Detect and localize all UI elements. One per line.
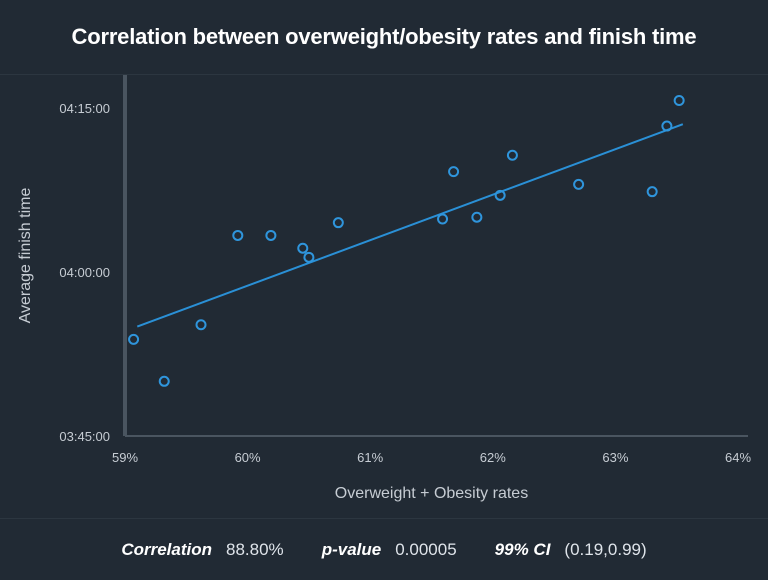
chart-title: Correlation between overweight/obesity r… bbox=[71, 24, 697, 49]
data-point bbox=[303, 251, 315, 263]
stats-bar: Correlation 88.80% p-value 0.00005 99% C… bbox=[0, 518, 768, 580]
x-tick-label: 64% bbox=[725, 450, 751, 465]
data-point bbox=[646, 186, 658, 198]
y-tick-label: 04:00:00 bbox=[59, 265, 110, 280]
stat-label: p-value bbox=[321, 539, 382, 559]
data-point bbox=[158, 375, 170, 387]
chart-area: 03:45:00 04:00:00 04:15:00 59% 60% 61% 62% 63%… bbox=[0, 75, 768, 518]
data-point bbox=[661, 120, 673, 132]
x-tick-label: 59% bbox=[112, 450, 138, 465]
data-points bbox=[128, 95, 685, 387]
data-point bbox=[448, 166, 460, 178]
data-point bbox=[332, 217, 344, 229]
x-tick-label: 62% bbox=[480, 450, 506, 465]
x-axis-ticks: 59% 60% 61% 62% 63% 64% bbox=[112, 450, 751, 465]
y-tick-label: 03:45:00 bbox=[59, 429, 110, 444]
data-point bbox=[297, 242, 309, 254]
x-tick-label: 61% bbox=[357, 450, 383, 465]
title-bar: Correlation between overweight/obesity r… bbox=[0, 0, 768, 75]
data-point bbox=[573, 178, 585, 190]
y-axis-label: Average finish time bbox=[17, 188, 34, 324]
data-point bbox=[128, 333, 140, 345]
data-point bbox=[506, 149, 518, 161]
scatter-chart: 03:45:00 04:00:00 04:15:00 59% 60% 61% 62% 63%… bbox=[17, 75, 751, 502]
stat-p-value: p-value 0.00005 bbox=[322, 540, 457, 560]
chart-axes bbox=[123, 75, 748, 437]
data-point bbox=[471, 211, 483, 223]
stat-label: Correlation bbox=[121, 539, 213, 559]
stat-correlation: Correlation 88.80% bbox=[121, 540, 283, 560]
trend-line bbox=[136, 123, 684, 328]
data-point bbox=[232, 229, 244, 241]
stat-value: 0.00005 bbox=[395, 539, 457, 559]
x-axis-label: Overweight + Obesity rates bbox=[335, 485, 528, 502]
stat-value: (0.19,0.99) bbox=[564, 539, 647, 559]
x-tick-label: 63% bbox=[602, 450, 628, 465]
stat-confidence-interval: 99% CI (0.19,0.99) bbox=[495, 540, 647, 560]
data-point bbox=[494, 189, 506, 201]
x-tick-label: 60% bbox=[235, 450, 261, 465]
data-point bbox=[437, 213, 449, 225]
stat-value: 88.80% bbox=[226, 539, 284, 559]
data-point bbox=[195, 319, 207, 331]
y-axis-ticks: 03:45:00 04:00:00 04:15:00 bbox=[59, 101, 110, 444]
data-point bbox=[265, 229, 277, 241]
stat-label: 99% CI bbox=[494, 539, 551, 559]
data-point bbox=[673, 95, 685, 107]
y-tick-label: 04:15:00 bbox=[59, 101, 110, 116]
